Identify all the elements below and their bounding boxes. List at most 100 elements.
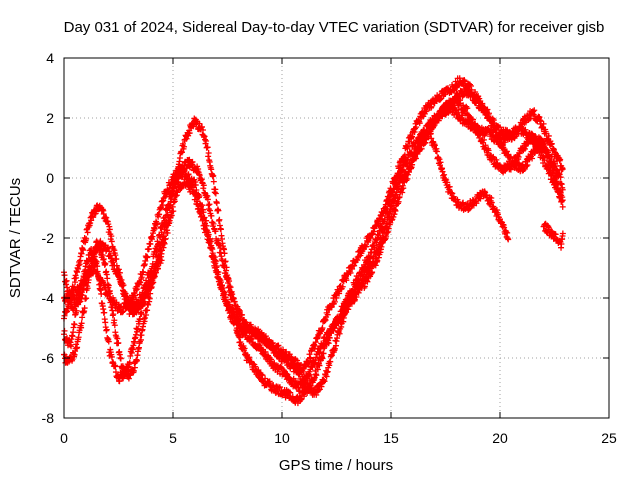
series-7 — [540, 220, 566, 251]
y-tick-label: 0 — [46, 170, 54, 186]
data-point — [331, 345, 338, 352]
data-point — [71, 321, 78, 328]
data-point — [376, 234, 383, 241]
data-point — [105, 244, 112, 251]
data-point — [239, 311, 246, 318]
data-point — [172, 177, 179, 184]
data-point — [79, 314, 86, 321]
data-point — [507, 166, 514, 173]
data-point — [61, 327, 68, 334]
data-point — [442, 109, 449, 116]
data-point — [181, 143, 188, 150]
data-point — [146, 295, 153, 302]
data-point — [74, 344, 81, 351]
x-tick-label: 5 — [169, 430, 177, 446]
x-tick-label: 25 — [601, 430, 617, 446]
data-point — [147, 240, 154, 247]
chart-title: Day 031 of 2024, Sidereal Day-to-day VTE… — [64, 19, 605, 36]
data-point — [236, 308, 243, 315]
data-points — [61, 75, 566, 407]
data-point — [61, 272, 68, 279]
data-point — [226, 278, 233, 285]
data-point — [326, 334, 333, 341]
data-point — [106, 287, 113, 294]
x-axis-label: GPS time / hours — [279, 457, 393, 474]
data-point — [178, 149, 185, 156]
data-point — [417, 137, 424, 144]
data-point — [206, 201, 213, 208]
data-point — [531, 107, 538, 114]
data-point — [418, 145, 425, 152]
data-point — [327, 358, 334, 365]
data-point — [213, 200, 220, 207]
x-tick-label: 15 — [383, 430, 399, 446]
data-point — [403, 171, 410, 178]
data-point — [83, 295, 90, 302]
data-point — [106, 248, 113, 255]
series-6 — [427, 130, 512, 243]
data-point — [464, 105, 471, 112]
data-point — [470, 116, 477, 123]
data-point — [314, 366, 321, 373]
data-point — [553, 166, 560, 173]
data-point — [110, 259, 117, 266]
y-tick-label: -2 — [42, 230, 55, 246]
data-point — [497, 124, 503, 131]
data-point — [320, 350, 327, 357]
data-point — [502, 133, 509, 140]
data-point — [379, 236, 386, 243]
data-point — [369, 261, 376, 268]
data-point — [134, 286, 141, 293]
data-point — [117, 355, 124, 362]
data-point — [84, 229, 91, 236]
data-point — [205, 150, 212, 157]
data-point — [480, 136, 487, 143]
data-point — [204, 144, 211, 151]
data-point — [154, 221, 161, 228]
data-point — [352, 283, 359, 290]
data-point — [255, 326, 262, 333]
data-point — [204, 196, 211, 203]
data-point — [210, 178, 217, 185]
data-point — [203, 138, 210, 145]
x-tick-label: 20 — [492, 430, 508, 446]
data-point — [316, 362, 323, 369]
y-tick-label: -4 — [42, 290, 55, 306]
y-tick-labels: -8 -6 -4 -2 0 2 4 — [42, 50, 55, 426]
data-point — [556, 171, 563, 178]
x-tick-label: 0 — [60, 430, 68, 446]
y-tick-label: 4 — [46, 50, 54, 66]
data-point — [221, 250, 228, 257]
data-point — [234, 303, 241, 310]
data-point — [217, 226, 224, 233]
data-point — [559, 186, 566, 193]
data-point — [131, 364, 138, 371]
data-point — [307, 382, 314, 389]
data-point — [353, 293, 360, 300]
data-point — [85, 276, 92, 283]
data-point — [392, 207, 399, 214]
data-point — [408, 150, 415, 157]
data-point — [192, 181, 199, 188]
x-tick-labels: 0 5 10 15 20 25 — [60, 430, 617, 446]
data-point — [101, 309, 108, 316]
data-point — [548, 140, 555, 147]
y-tick-label: -6 — [42, 350, 55, 366]
data-point — [107, 295, 114, 302]
data-point — [223, 264, 230, 271]
data-point — [93, 238, 100, 245]
data-point — [212, 190, 219, 197]
data-point — [133, 357, 140, 364]
data-point — [337, 314, 344, 321]
data-point — [485, 147, 492, 154]
data-point — [186, 130, 193, 137]
data-point — [552, 162, 559, 169]
data-point — [186, 156, 193, 163]
data-point — [208, 212, 215, 219]
data-point — [557, 174, 564, 181]
data-point — [105, 282, 112, 289]
data-point — [400, 185, 407, 192]
data-point — [241, 345, 248, 352]
data-point — [412, 155, 419, 162]
